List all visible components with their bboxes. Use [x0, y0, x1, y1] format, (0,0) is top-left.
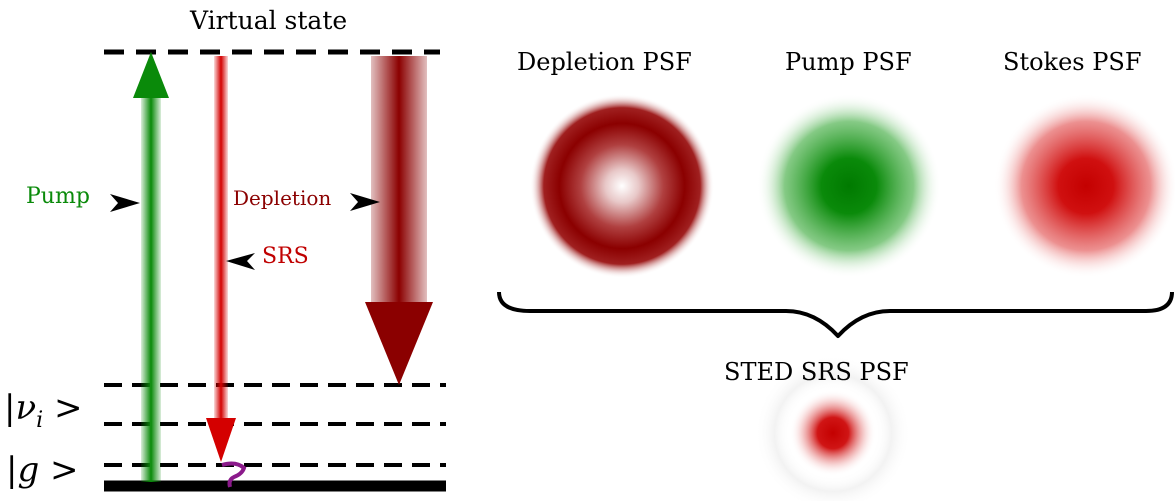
virtual-state-label: Virtual state: [190, 6, 348, 35]
pump-arrow-head: [133, 52, 169, 98]
sted-srs-psf-spot: [755, 355, 911, 501]
srs-arrow-head: [206, 418, 236, 462]
depletion-pointer-icon: [350, 193, 380, 211]
depletion-arrow-head: [365, 302, 433, 385]
stokes-psf-spot: [994, 94, 1175, 278]
depletion-arrow-shaft: [371, 56, 427, 306]
pump-psf-spot: [757, 94, 941, 278]
depletion-psf-title: Depletion PSF: [517, 48, 692, 76]
stokes-psf-title: Stokes PSF: [1003, 48, 1142, 76]
ground-state-label: |g >: [6, 450, 79, 490]
sted-srs-psf-title: STED SRS PSF: [724, 358, 909, 386]
pump-label: Pump: [26, 184, 90, 209]
srs-arrow-shaft: [214, 56, 228, 422]
srs-label: SRS: [262, 244, 309, 269]
pump-arrow-shaft: [141, 92, 161, 482]
depletion-psf-spot: [530, 94, 714, 278]
combining-brace: [497, 291, 1174, 338]
depletion-label: Depletion: [233, 186, 332, 210]
vibrational-state-label: |νi >: [4, 388, 83, 433]
pump-psf-title: Pump PSF: [785, 48, 912, 76]
srs-pointer-icon: [226, 253, 255, 270]
pump-pointer-icon: [110, 194, 140, 212]
relaxation-squiggle: [221, 461, 247, 488]
